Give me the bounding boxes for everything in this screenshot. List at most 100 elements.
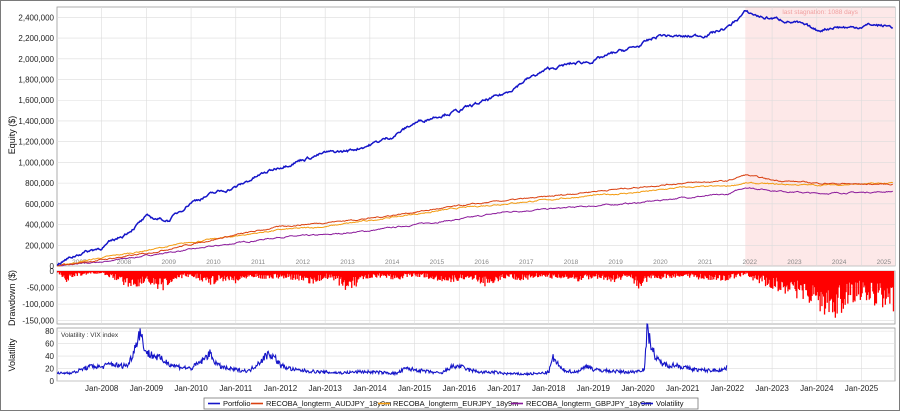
drawdown-bar <box>124 271 126 280</box>
drawdown-bar <box>425 271 427 274</box>
drawdown-bar <box>190 271 192 275</box>
drawdown-bar <box>262 271 264 276</box>
volatility-plot-area <box>56 327 896 382</box>
drawdown-bar <box>766 271 768 285</box>
drawdown-bar <box>505 271 507 275</box>
drawdown-bar <box>85 271 87 275</box>
drawdown-bar <box>452 271 454 276</box>
drawdown-bar <box>108 271 110 277</box>
drawdown-bar <box>637 271 639 281</box>
drawdown-bar <box>864 271 866 286</box>
drawdown-bar <box>604 271 606 277</box>
drawdown-bar <box>850 271 853 285</box>
drawdown-bar <box>479 271 482 284</box>
drawdown-bar <box>313 271 315 278</box>
drawdown-bar <box>524 271 526 278</box>
drawdown-bar <box>870 271 872 283</box>
drawdown-bar <box>211 271 213 276</box>
drawdown-bar <box>217 271 220 275</box>
drawdown-bar <box>377 271 379 275</box>
drawdown-bar <box>370 271 372 278</box>
drawdown-bar <box>817 271 819 301</box>
drawdown-bar <box>181 271 183 279</box>
drawdown-bar <box>458 271 460 279</box>
drawdown-bar <box>215 271 217 282</box>
drawdown-bar <box>548 271 550 274</box>
drawdown-bar <box>310 271 313 279</box>
drawdown-bar <box>782 271 785 288</box>
year-label: 2011 <box>251 259 265 266</box>
drawdown-bar <box>399 271 401 280</box>
drawdown-bar <box>177 271 179 278</box>
drawdown-bar <box>738 271 740 274</box>
drawdown-bar <box>434 271 436 278</box>
drawdown-bar <box>65 271 67 280</box>
drawdown-bar <box>619 271 621 278</box>
drawdown-bar <box>437 271 440 280</box>
drawdown-bar <box>482 271 484 283</box>
drawdown-bar <box>474 271 476 276</box>
drawdown-bar <box>100 271 103 273</box>
drawdown-bar <box>478 271 481 278</box>
drawdown-bar <box>456 271 458 281</box>
drawdown-bar <box>227 271 229 279</box>
drawdown-bar <box>716 271 718 279</box>
drawdown-bar <box>188 271 190 275</box>
drawdown-bar <box>775 271 777 278</box>
drawdown-bar <box>57 271 59 273</box>
drawdown-bar <box>742 271 744 276</box>
drawdown-bar <box>101 271 103 272</box>
drawdown-bar <box>674 271 676 278</box>
drawdown-bar <box>803 271 805 285</box>
drawdown-bar <box>711 271 713 280</box>
year-label: 2013 <box>340 259 355 266</box>
drawdown-bar <box>743 271 745 274</box>
drawdown-bar <box>226 271 229 277</box>
drawdown-bar <box>702 271 704 279</box>
drawdown-bar <box>868 271 870 300</box>
drawdown-bar <box>545 271 548 275</box>
drawdown-bar <box>133 271 136 284</box>
drawdown-bar <box>356 271 358 283</box>
drawdown-bar <box>635 271 637 277</box>
drawdown-bar <box>865 271 868 301</box>
drawdown-bar <box>144 271 146 279</box>
drawdown-bar <box>104 271 106 276</box>
drawdown-bar <box>797 271 799 281</box>
drawdown-bar <box>832 271 834 313</box>
drawdown-bar <box>410 271 412 274</box>
drawdown-bar <box>621 271 624 277</box>
year-label: 2017 <box>519 259 534 266</box>
drawdown-bar <box>210 271 212 278</box>
drawdown-bar <box>184 271 187 276</box>
drawdown-bar <box>693 271 695 277</box>
drawdown-bar <box>730 271 732 278</box>
drawdown-bar <box>221 271 223 277</box>
drawdown-bar <box>888 271 890 294</box>
drawdown-bar <box>722 271 724 280</box>
drawdown-bar <box>230 271 232 278</box>
drawdown-bar <box>71 271 73 278</box>
drawdown-bar <box>692 271 694 275</box>
drawdown-bar <box>79 271 81 274</box>
drawdown-bar <box>489 271 491 280</box>
drawdown-bar <box>126 271 128 279</box>
drawdown-bar <box>653 271 655 275</box>
y-tick-label: 1,800,000 <box>18 76 54 85</box>
drawdown-bar <box>171 271 173 282</box>
drawdown-bar <box>549 271 551 278</box>
drawdown-bar <box>885 271 887 299</box>
drawdown-bar <box>395 271 398 278</box>
drawdown-bar <box>720 271 722 281</box>
drawdown-bar <box>353 271 356 286</box>
drawdown-bar <box>537 271 540 277</box>
drawdown-bar <box>205 271 207 281</box>
drawdown-bar <box>767 271 769 284</box>
drawdown-bar <box>105 271 107 275</box>
x-tick-label: Jan-2018 <box>532 384 566 393</box>
drawdown-bar <box>844 271 846 305</box>
drawdown-bar <box>839 271 841 286</box>
drawdown-bar <box>579 271 582 277</box>
drawdown-bar <box>615 271 617 279</box>
drawdown-bar <box>672 271 675 277</box>
